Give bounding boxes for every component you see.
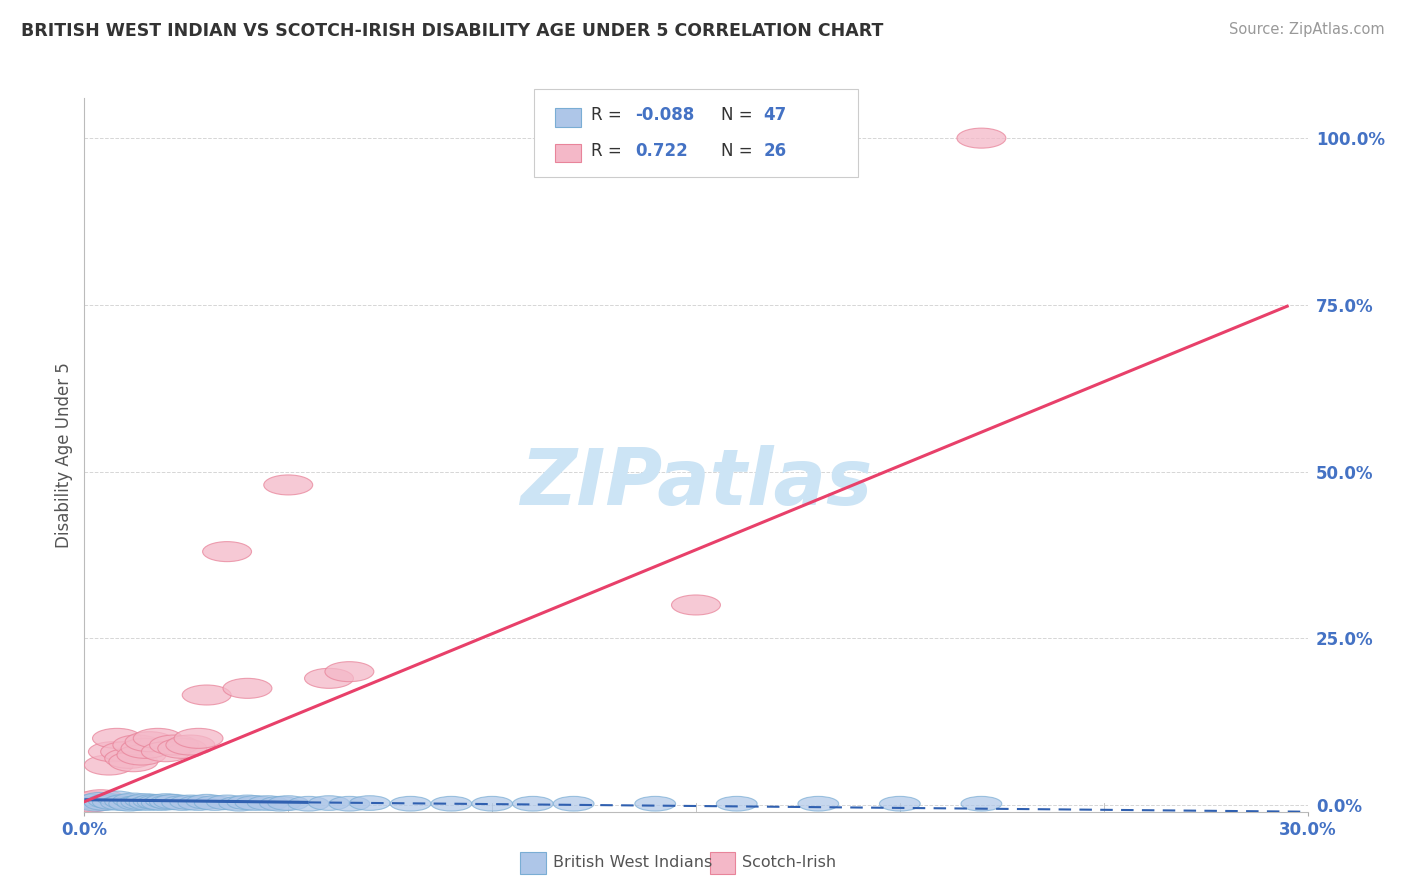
Ellipse shape bbox=[305, 668, 353, 689]
Ellipse shape bbox=[72, 795, 112, 809]
Ellipse shape bbox=[554, 797, 595, 811]
Text: Scotch-Irish: Scotch-Irish bbox=[742, 855, 837, 870]
Ellipse shape bbox=[142, 741, 190, 762]
Ellipse shape bbox=[105, 795, 146, 809]
Ellipse shape bbox=[117, 745, 166, 765]
Text: R =: R = bbox=[591, 142, 631, 160]
Ellipse shape bbox=[157, 739, 207, 758]
Ellipse shape bbox=[93, 795, 134, 810]
Ellipse shape bbox=[350, 796, 391, 811]
Ellipse shape bbox=[138, 795, 179, 810]
Ellipse shape bbox=[179, 796, 219, 811]
Text: ZIPatlas: ZIPatlas bbox=[520, 445, 872, 522]
Ellipse shape bbox=[76, 797, 117, 811]
Ellipse shape bbox=[134, 729, 183, 748]
Ellipse shape bbox=[325, 662, 374, 681]
Ellipse shape bbox=[309, 796, 350, 811]
Ellipse shape bbox=[957, 128, 1005, 148]
Ellipse shape bbox=[84, 755, 134, 775]
Text: N =: N = bbox=[721, 142, 758, 160]
Ellipse shape bbox=[105, 748, 153, 768]
Ellipse shape bbox=[183, 685, 231, 705]
Ellipse shape bbox=[101, 741, 149, 762]
Ellipse shape bbox=[228, 795, 269, 810]
Ellipse shape bbox=[112, 793, 153, 808]
Text: R =: R = bbox=[591, 106, 627, 124]
Ellipse shape bbox=[149, 735, 198, 755]
Ellipse shape bbox=[89, 741, 138, 762]
Ellipse shape bbox=[67, 792, 117, 812]
Ellipse shape bbox=[146, 794, 186, 808]
Text: Source: ZipAtlas.com: Source: ZipAtlas.com bbox=[1229, 22, 1385, 37]
Ellipse shape bbox=[112, 735, 162, 755]
Ellipse shape bbox=[162, 796, 202, 811]
Ellipse shape bbox=[880, 797, 921, 811]
Ellipse shape bbox=[247, 796, 288, 811]
Ellipse shape bbox=[636, 797, 676, 811]
Ellipse shape bbox=[84, 796, 125, 811]
Ellipse shape bbox=[125, 731, 174, 752]
Text: 47: 47 bbox=[763, 106, 787, 124]
Ellipse shape bbox=[799, 797, 839, 811]
Ellipse shape bbox=[121, 739, 170, 758]
Text: British West Indians: British West Indians bbox=[553, 855, 711, 870]
Ellipse shape bbox=[717, 797, 758, 811]
Ellipse shape bbox=[108, 797, 149, 811]
Ellipse shape bbox=[260, 797, 301, 811]
Ellipse shape bbox=[97, 791, 138, 805]
Ellipse shape bbox=[174, 729, 224, 748]
Ellipse shape bbox=[264, 475, 312, 495]
Ellipse shape bbox=[108, 752, 157, 772]
Ellipse shape bbox=[149, 795, 190, 810]
Text: 0.722: 0.722 bbox=[636, 142, 689, 160]
Text: N =: N = bbox=[721, 106, 758, 124]
Ellipse shape bbox=[89, 794, 129, 808]
Ellipse shape bbox=[202, 541, 252, 562]
Ellipse shape bbox=[93, 729, 142, 748]
Ellipse shape bbox=[187, 795, 228, 809]
Text: BRITISH WEST INDIAN VS SCOTCH-IRISH DISABILITY AGE UNDER 5 CORRELATION CHART: BRITISH WEST INDIAN VS SCOTCH-IRISH DISA… bbox=[21, 22, 883, 40]
Ellipse shape bbox=[101, 796, 142, 811]
Ellipse shape bbox=[166, 735, 215, 755]
Ellipse shape bbox=[235, 796, 276, 811]
Ellipse shape bbox=[117, 796, 157, 811]
Ellipse shape bbox=[962, 797, 1002, 811]
Ellipse shape bbox=[194, 796, 235, 811]
Ellipse shape bbox=[472, 797, 513, 811]
Ellipse shape bbox=[432, 797, 472, 811]
Ellipse shape bbox=[224, 678, 271, 698]
Ellipse shape bbox=[170, 795, 211, 810]
Ellipse shape bbox=[513, 797, 554, 811]
Ellipse shape bbox=[219, 797, 260, 811]
Y-axis label: Disability Age Under 5: Disability Age Under 5 bbox=[55, 362, 73, 548]
Ellipse shape bbox=[288, 797, 329, 811]
Text: 26: 26 bbox=[763, 142, 786, 160]
Ellipse shape bbox=[121, 795, 162, 810]
Ellipse shape bbox=[269, 796, 309, 811]
Ellipse shape bbox=[125, 794, 166, 808]
Text: -0.088: -0.088 bbox=[636, 106, 695, 124]
Ellipse shape bbox=[129, 796, 170, 811]
Ellipse shape bbox=[153, 795, 194, 809]
Ellipse shape bbox=[134, 795, 174, 809]
Ellipse shape bbox=[391, 797, 432, 811]
Ellipse shape bbox=[672, 595, 720, 615]
Ellipse shape bbox=[207, 795, 247, 810]
Ellipse shape bbox=[80, 792, 121, 807]
Ellipse shape bbox=[142, 796, 183, 811]
Ellipse shape bbox=[76, 789, 125, 810]
Ellipse shape bbox=[329, 797, 370, 811]
